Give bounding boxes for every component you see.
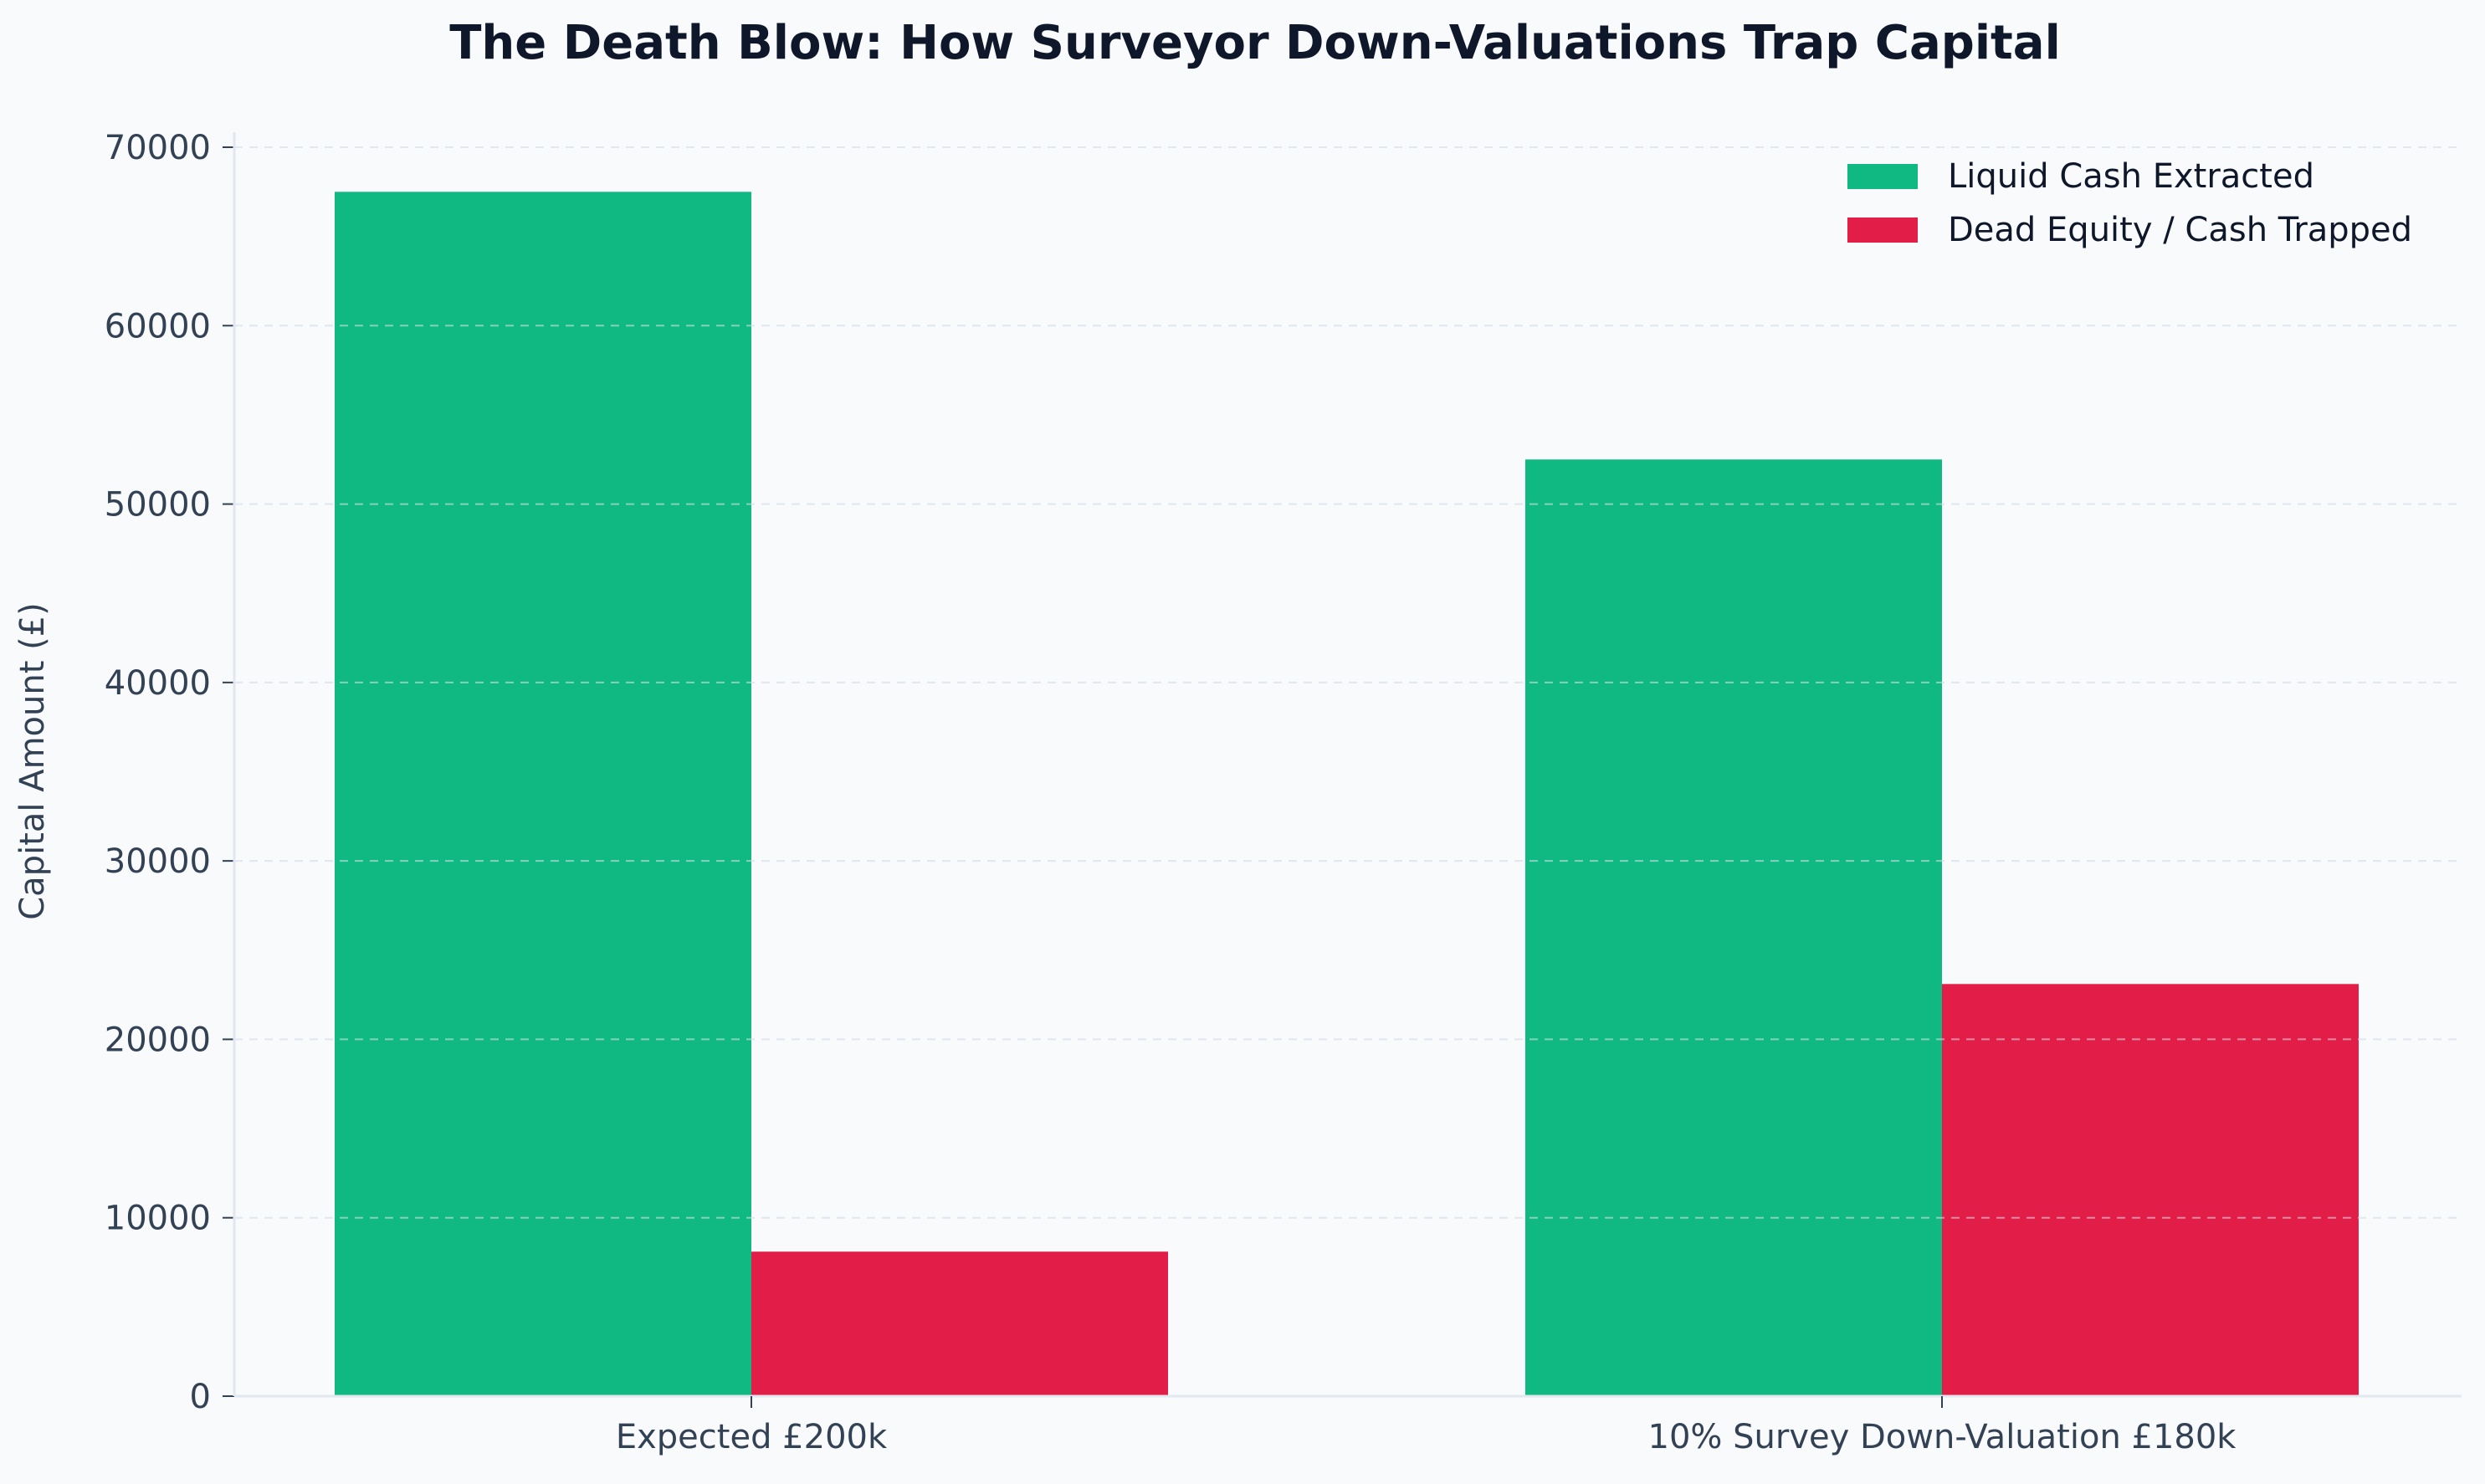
- bar-dead-equity: [1942, 984, 2359, 1396]
- y-tick-label: 20000: [105, 1021, 211, 1059]
- bar-dead-equity: [751, 1251, 1168, 1396]
- y-tick-label: 10000: [105, 1200, 211, 1238]
- y-axis-label: Capital Amount (£): [13, 602, 52, 920]
- y-tick-label: 0: [190, 1378, 211, 1416]
- x-tick-label: 10% Survey Down-Valuation £180k: [1648, 1418, 2237, 1456]
- grid-lines-overlay: [234, 146, 2462, 1219]
- y-tick-label: 60000: [105, 307, 211, 345]
- legend-label: Dead Equity / Cash Trapped: [1948, 211, 2412, 249]
- y-tick-label: 30000: [105, 842, 211, 881]
- chart-title: The Death Blow: How Surveyor Down-Valuat…: [449, 16, 2061, 70]
- x-tick-label: Expected £200k: [616, 1418, 888, 1456]
- bar-liquid-cash: [335, 192, 751, 1397]
- legend-swatch: [1847, 217, 1918, 243]
- legend-label: Liquid Cash Extracted: [1948, 157, 2314, 196]
- bar-liquid-cash: [1525, 459, 1942, 1396]
- y-tick-label: 50000: [105, 486, 211, 525]
- axes: 0 10000 20000 30000 40000 50000 60000 70000 Expe…: [105, 129, 2462, 1456]
- y-tick-label: 70000: [105, 129, 211, 167]
- y-tick-label: 40000: [105, 664, 211, 703]
- legend: Liquid Cash Extracted Dead Equity / Cash …: [1847, 157, 2412, 249]
- bars: [335, 192, 2359, 1397]
- legend-swatch: [1847, 164, 1918, 189]
